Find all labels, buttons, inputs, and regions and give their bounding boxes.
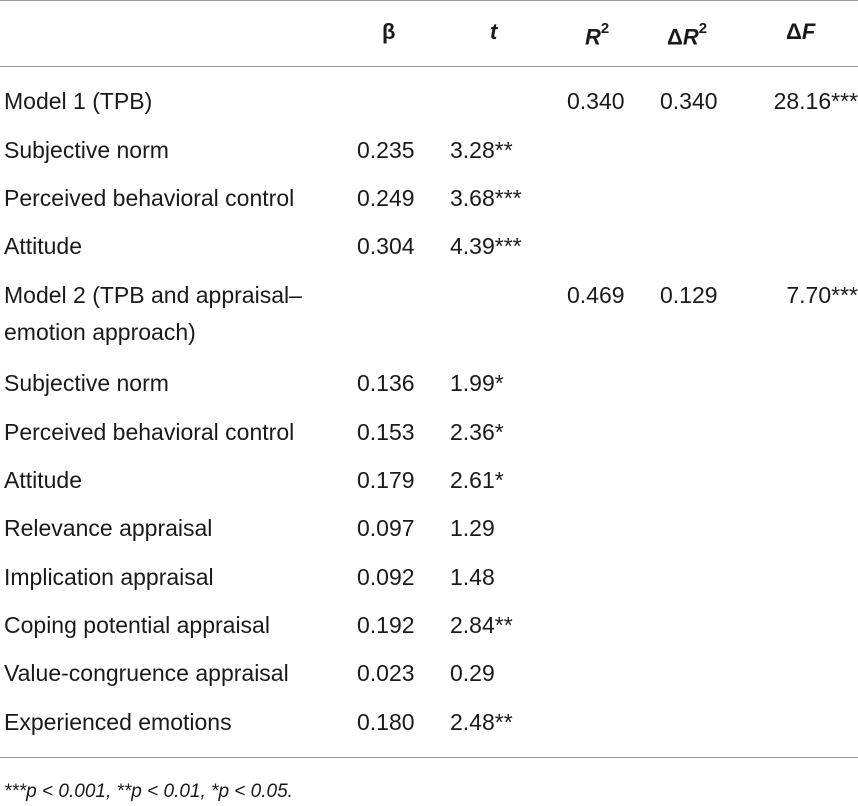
row-dr2: 0.340 (660, 88, 718, 114)
row-beta: 0.249 (357, 185, 415, 211)
row-r2: 0.340 (567, 88, 625, 114)
row-beta: 0.179 (357, 467, 415, 493)
row-label: Perceived behavioral control (4, 419, 295, 445)
table-top-rule (0, 0, 858, 1)
row-label: Model 1 (TPB) (4, 88, 153, 114)
row-label: Attitude (4, 467, 82, 493)
row-label: Perceived behavioral control (4, 185, 295, 211)
row-beta: 0.304 (357, 233, 415, 259)
row-label: Experienced emotions (4, 709, 232, 735)
row-beta: 0.235 (357, 137, 415, 163)
header-delta-f: ΔF (786, 18, 815, 46)
row-label: Implication appraisal (4, 564, 214, 590)
row-label: Subjective norm (4, 137, 169, 163)
header-r2-base: R (585, 24, 601, 50)
row-beta: 0.180 (357, 709, 415, 735)
row-beta: 0.097 (357, 515, 415, 541)
row-label: Coping potential appraisal (4, 612, 270, 638)
header-delta-r-squared: ΔR2 (667, 18, 707, 51)
header-t: t (490, 19, 498, 44)
row-t: 1.99* (450, 370, 504, 396)
row-df: 7.70*** (786, 282, 858, 308)
row-t: 2.84** (450, 612, 513, 638)
row-t: 1.29 (450, 515, 495, 541)
row-label-continued: emotion approach) (4, 319, 196, 345)
row-r2: 0.469 (567, 282, 625, 308)
header-r-squared: R2 (585, 18, 609, 51)
header-dr2-delta: Δ (667, 24, 683, 50)
table-bottom-rule (0, 757, 858, 758)
header-df-delta: Δ (786, 19, 802, 44)
header-bottom-rule (0, 66, 858, 67)
row-beta: 0.023 (357, 660, 415, 686)
row-label: Subjective norm (4, 370, 169, 396)
row-dr2: 0.129 (660, 282, 718, 308)
row-t: 1.48 (450, 564, 495, 590)
header-r2-sup: 2 (600, 20, 610, 37)
significance-footnote: ***p < 0.001, **p < 0.01, *p < 0.05. (4, 781, 293, 802)
row-label: Attitude (4, 233, 82, 259)
row-beta: 0.192 (357, 612, 415, 638)
row-label: Model 2 (TPB and appraisal– (4, 282, 302, 308)
row-label: Value-congruence appraisal (4, 660, 289, 686)
row-beta: 0.136 (357, 370, 415, 396)
row-t: 2.61* (450, 467, 504, 493)
row-t: 3.28** (450, 137, 513, 163)
header-beta: β (382, 19, 396, 44)
row-t: 2.48** (450, 709, 513, 735)
header-dr2-base: R (682, 24, 699, 50)
header-df-base: F (801, 19, 816, 44)
row-beta: 0.153 (357, 419, 415, 445)
row-label: Relevance appraisal (4, 515, 213, 541)
row-df: 28.16*** (773, 88, 858, 114)
row-t: 2.36* (450, 419, 504, 445)
row-beta: 0.092 (357, 564, 415, 590)
row-t: 3.68*** (450, 185, 522, 211)
header-dr2-sup: 2 (698, 20, 708, 37)
row-t: 4.39*** (450, 233, 522, 259)
row-t: 0.29 (450, 660, 495, 686)
